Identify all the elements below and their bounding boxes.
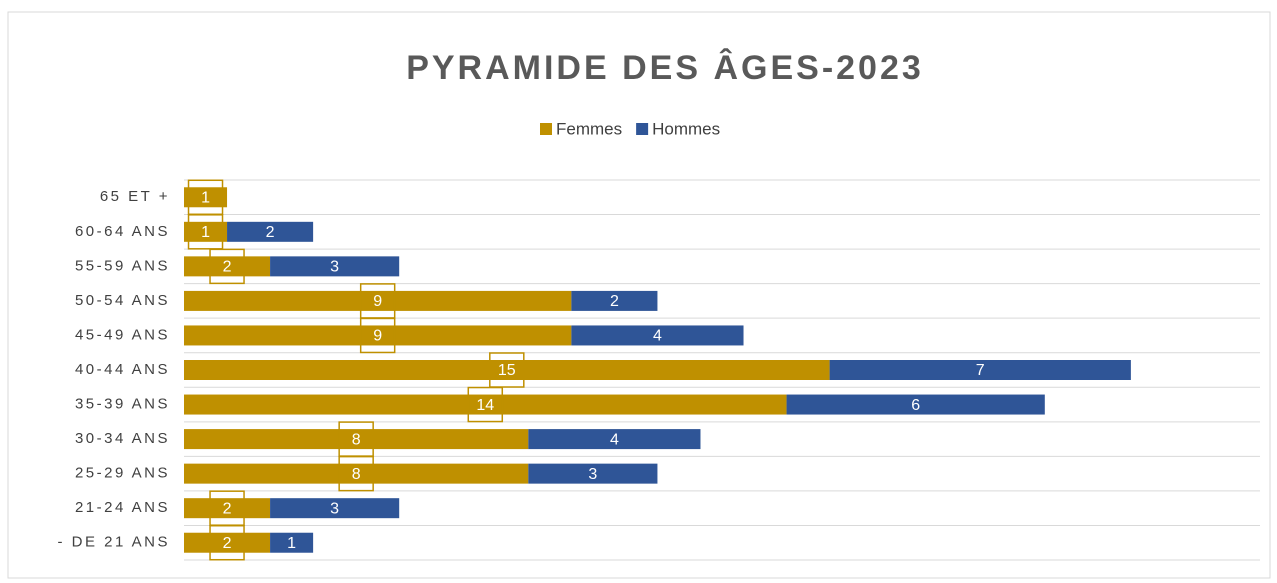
data-label: 3: [330, 259, 339, 276]
bar: [184, 256, 271, 277]
data-label: 14: [476, 397, 494, 414]
data-label: 1: [201, 224, 210, 241]
data-label: 3: [330, 500, 339, 517]
y-tick-label: 30-34 ANS: [75, 430, 170, 447]
y-tick-label: 55-59 ANS: [75, 257, 170, 274]
data-label: 2: [610, 293, 619, 310]
y-tick-label: 25-29 ANS: [75, 465, 170, 482]
bar: [184, 187, 228, 208]
y-tick-label: 45-49 ANS: [75, 326, 170, 343]
y-tick-label: 60-64 ANS: [75, 223, 170, 240]
legend-swatch: [540, 123, 552, 135]
bar: [270, 498, 400, 519]
bar: [184, 221, 228, 242]
bar: [184, 498, 271, 519]
data-label-box: [209, 524, 245, 561]
bar: [184, 394, 787, 415]
data-label-box: [489, 352, 525, 388]
data-label: 9: [373, 328, 382, 345]
bar: [270, 256, 400, 277]
bar: [571, 325, 744, 346]
bar: [184, 290, 572, 311]
data-label: 1: [201, 189, 210, 206]
data-label-box: [209, 248, 245, 285]
y-tick-label: 40-44 ANS: [75, 361, 170, 378]
data-label: 15: [498, 362, 516, 379]
data-label: 7: [976, 362, 985, 379]
data-label: 1: [287, 535, 296, 552]
legend-label: Hommes: [652, 119, 720, 138]
data-label-box: [187, 214, 224, 250]
bar: [184, 325, 572, 346]
bar: [829, 360, 1131, 380]
data-label: 8: [352, 466, 361, 483]
bar: [786, 394, 1045, 415]
data-label: 4: [610, 431, 619, 448]
bar: [270, 532, 314, 553]
bar: [184, 532, 271, 553]
bar: [571, 290, 658, 311]
y-tick-label: 65 ET +: [100, 188, 170, 205]
bar: [184, 360, 830, 380]
data-label: 6: [911, 397, 920, 414]
data-label: 2: [266, 224, 275, 241]
y-tick-label: 21-24 ANS: [75, 499, 170, 516]
data-label-box: [338, 455, 374, 492]
data-label: 9: [373, 293, 382, 310]
bar: [227, 221, 314, 242]
data-label-box: [467, 386, 504, 423]
bar: [528, 463, 658, 484]
legend-label: Femmes: [556, 119, 622, 138]
data-label: 2: [223, 500, 232, 517]
data-label: 3: [588, 466, 597, 483]
bar: [184, 429, 529, 450]
data-label-box: [359, 317, 396, 354]
y-tick-label: 50-54 ANS: [75, 292, 170, 309]
data-label: 4: [653, 328, 662, 345]
bar: [528, 429, 701, 450]
data-label: 8: [352, 431, 361, 448]
data-label: 2: [223, 535, 232, 552]
bar: [184, 463, 529, 484]
y-tick-label: 35-39 ANS: [75, 396, 170, 413]
data-label: 2: [223, 259, 232, 276]
legend-swatch: [636, 123, 649, 135]
chart-title: PYRAMIDE DES ÂGES-2023: [406, 49, 924, 87]
y-tick-label: - DE 21 ANS: [57, 534, 170, 551]
